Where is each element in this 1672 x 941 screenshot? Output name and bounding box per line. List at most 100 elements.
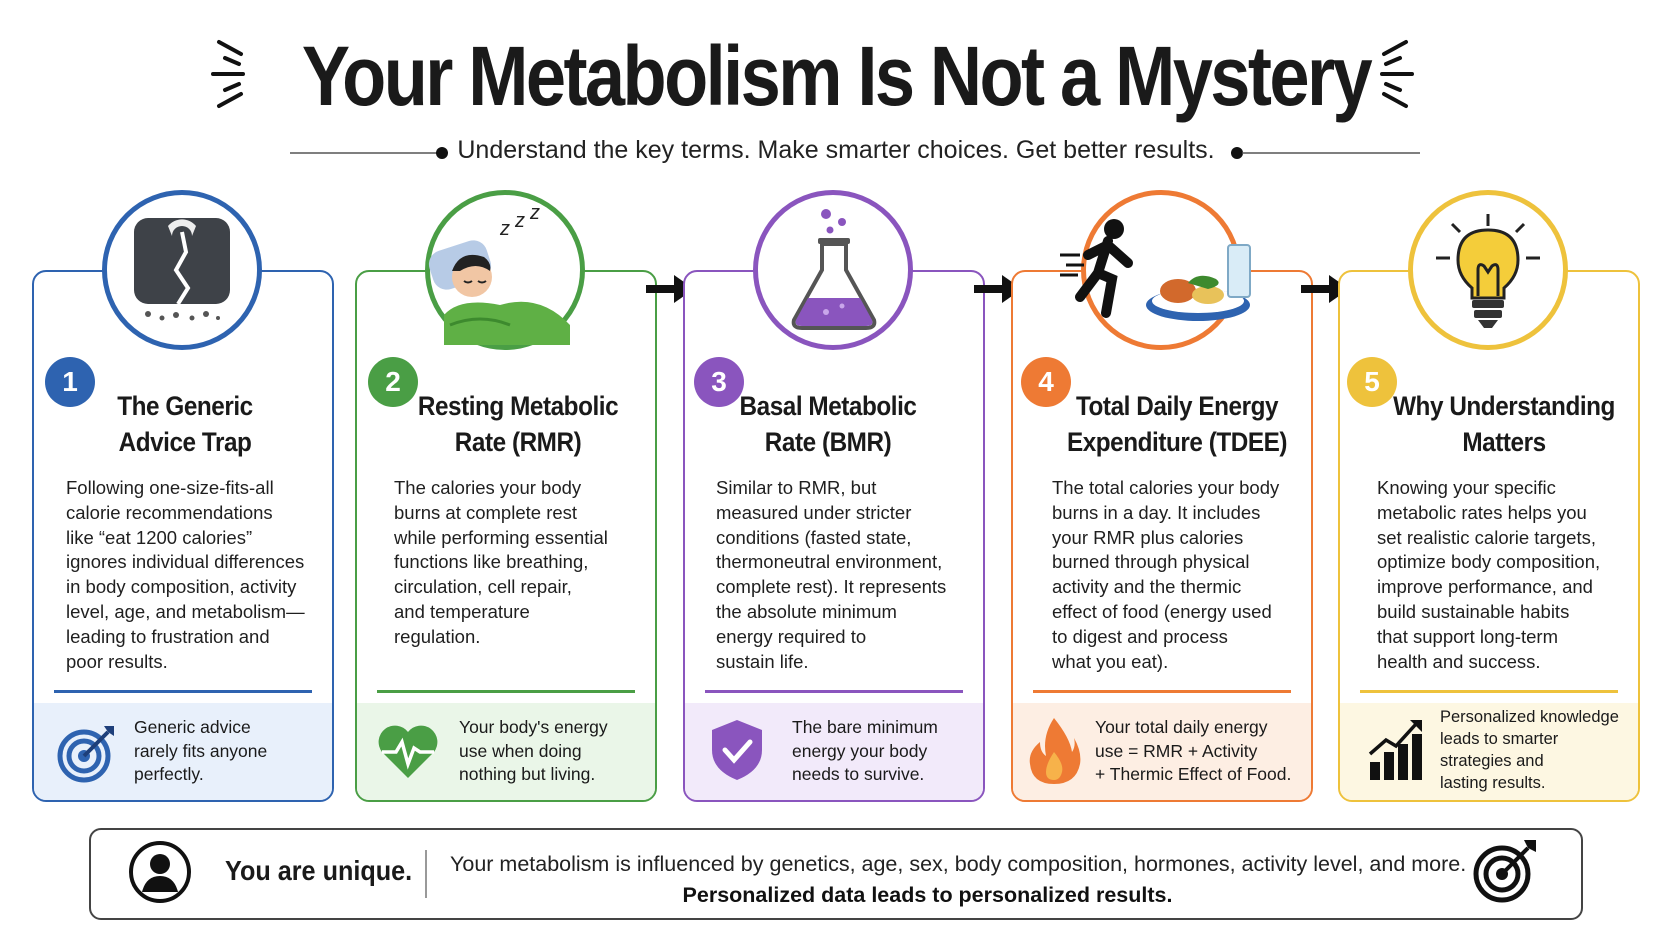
footer-line: Your body's energy bbox=[459, 717, 608, 737]
desc-line: burns at complete rest bbox=[394, 501, 578, 523]
svg-text:z: z bbox=[514, 210, 525, 232]
desc-line: effect of food (energy used bbox=[1052, 600, 1272, 622]
broken-scale-icon bbox=[134, 218, 230, 321]
step-heading-1-line2: Advice Trap bbox=[118, 427, 252, 457]
subtitle-rule-right bbox=[1231, 147, 1420, 159]
title-burst-left-icon bbox=[211, 40, 245, 108]
step-icon-circle-4 bbox=[1081, 190, 1241, 350]
footer-line: Personalized knowledge bbox=[1440, 708, 1619, 726]
desc-line: functions like breathing, bbox=[394, 551, 589, 573]
desc-line: sustain life. bbox=[716, 650, 809, 672]
svg-text:z: z bbox=[529, 205, 540, 224]
step-description-3: Similar to RMR, but measured under stric… bbox=[716, 476, 946, 674]
step-heading-2-line1: Resting Metabolic bbox=[417, 391, 619, 421]
desc-line: optimize body composition, bbox=[1377, 551, 1601, 573]
step-badge-2: 2 bbox=[368, 357, 418, 407]
footer-line: needs to survive. bbox=[792, 764, 925, 784]
target-icon bbox=[57, 726, 114, 783]
step-badge-5: 5 bbox=[1347, 357, 1397, 407]
step-divider-1 bbox=[54, 690, 312, 693]
footer-line: Your total daily energy bbox=[1095, 717, 1268, 737]
step-badge-1: 1 bbox=[45, 357, 95, 407]
step-heading-5-line2: Matters bbox=[1462, 427, 1546, 457]
footer-line: rarely fits anyone bbox=[134, 740, 268, 761]
desc-line: measured under stricter bbox=[716, 501, 912, 523]
svg-text:z: z bbox=[499, 218, 510, 240]
desc-line: The total calories your body bbox=[1052, 477, 1280, 498]
desc-line: regulation. bbox=[394, 625, 481, 647]
bottom-banner bbox=[89, 828, 1583, 920]
desc-line: The calories your body bbox=[394, 477, 582, 498]
desc-line: Knowing your specific bbox=[1377, 477, 1556, 498]
step-divider-4 bbox=[1033, 690, 1291, 693]
step-description-2: The calories your body burns at complete… bbox=[394, 476, 608, 650]
step-heading-2: Resting Metabolic Rate (RMR) bbox=[407, 388, 628, 460]
desc-line: Similar to RMR, but bbox=[716, 477, 877, 498]
lightbulb-icon bbox=[1436, 214, 1540, 328]
step-heading-4-line1: Total Daily Energy bbox=[1075, 391, 1279, 421]
desc-line: poor results. bbox=[66, 650, 168, 672]
footer-line: perfectly. bbox=[134, 764, 204, 784]
flask-icon bbox=[791, 209, 877, 330]
desc-line: while performing essential bbox=[394, 526, 608, 548]
person-icon bbox=[129, 841, 191, 903]
step-footer-text-3: The bare minimum energy your body needs … bbox=[792, 716, 938, 787]
step-footer-5 bbox=[1340, 703, 1638, 800]
step-divider-3 bbox=[705, 690, 963, 693]
desc-line: build sustainable habits bbox=[1377, 600, 1570, 622]
step-badge-4: 4 bbox=[1021, 357, 1071, 407]
step-description-5: Knowing your specific metabolic rates he… bbox=[1377, 476, 1600, 674]
desc-line: health and success. bbox=[1377, 650, 1541, 672]
desc-line: circulation, cell repair, bbox=[394, 576, 572, 598]
step-footer-text-4: Your total daily energy use = RMR + Acti… bbox=[1095, 716, 1291, 787]
banner-divider bbox=[425, 850, 427, 898]
desc-line: your RMR plus calories bbox=[1052, 526, 1244, 548]
step-heading-1: The Generic Advice Trap bbox=[91, 388, 280, 460]
step-description-1: Following one-size-fits-all calorie reco… bbox=[66, 476, 305, 674]
desc-line: metabolic rates helps you bbox=[1377, 501, 1587, 523]
step-heading-4-line2: Expenditure (TDEE) bbox=[1066, 427, 1288, 457]
desc-line: calorie recommendations bbox=[66, 501, 273, 523]
banner-line-1: Your metabolism is influenced by genetic… bbox=[450, 852, 1467, 876]
desc-line: Following one-size-fits-all bbox=[66, 477, 274, 498]
desc-line: the absolute minimum bbox=[716, 600, 897, 622]
desc-line: improve performance, and bbox=[1377, 576, 1593, 598]
desc-line: and temperature bbox=[394, 600, 530, 622]
runner-food-icon bbox=[1060, 219, 1251, 321]
step-heading-1-line1: The Generic bbox=[117, 391, 253, 421]
step-heading-5-line1: Why Understanding bbox=[1393, 391, 1615, 421]
desc-line: set realistic calorie targets, bbox=[1377, 526, 1597, 548]
footer-line: use when doing bbox=[459, 740, 582, 761]
subtitle-rule-left bbox=[290, 147, 448, 159]
desc-line: activity and the thermic bbox=[1052, 576, 1242, 598]
shield-check-icon bbox=[712, 720, 762, 780]
step-heading-5: Why Understanding Matters bbox=[1391, 388, 1618, 460]
flame-icon bbox=[1029, 718, 1081, 784]
desc-line: to digest and process bbox=[1052, 625, 1228, 647]
title-burst-right-icon bbox=[1380, 40, 1414, 108]
step-icon-circle-1 bbox=[102, 190, 262, 350]
desc-line: level, age, and metabolism— bbox=[66, 600, 305, 622]
step-footer-text-5: Personalized knowledge leads to smarter … bbox=[1440, 706, 1619, 794]
desc-line: in body composition, activity bbox=[66, 576, 297, 598]
target-icon bbox=[1473, 840, 1536, 903]
step-badge-3: 3 bbox=[694, 357, 744, 407]
desc-line: complete rest). It represents bbox=[716, 576, 947, 598]
step-heading-3-line1: Basal Metabolic bbox=[739, 391, 917, 421]
step-footer-text-1: Generic advice rarely fits anyone perfec… bbox=[134, 716, 267, 787]
footer-line: energy your body bbox=[792, 740, 928, 761]
step-divider-2 bbox=[377, 690, 635, 693]
footer-line: strategies and bbox=[1440, 752, 1544, 770]
heartbeat-icon bbox=[378, 725, 438, 778]
footer-line: lasting results. bbox=[1440, 774, 1546, 792]
sleeping-person-icon: z z z bbox=[428, 205, 570, 345]
desc-line: burned through physical bbox=[1052, 551, 1250, 573]
step-heading-3-line2: Rate (BMR) bbox=[764, 427, 892, 457]
step-divider-5 bbox=[1360, 690, 1618, 693]
step-heading-3: Basal Metabolic Rate (BMR) bbox=[731, 388, 925, 460]
step-footer-text-2: Your body's energy use when doing nothin… bbox=[459, 716, 608, 787]
desc-line: thermoneutral environment, bbox=[716, 551, 943, 573]
step-description-4: The total calories your body burns in a … bbox=[1052, 476, 1279, 674]
footer-line: use = RMR + Activity bbox=[1095, 740, 1258, 761]
desc-line: what you eat). bbox=[1052, 650, 1169, 672]
